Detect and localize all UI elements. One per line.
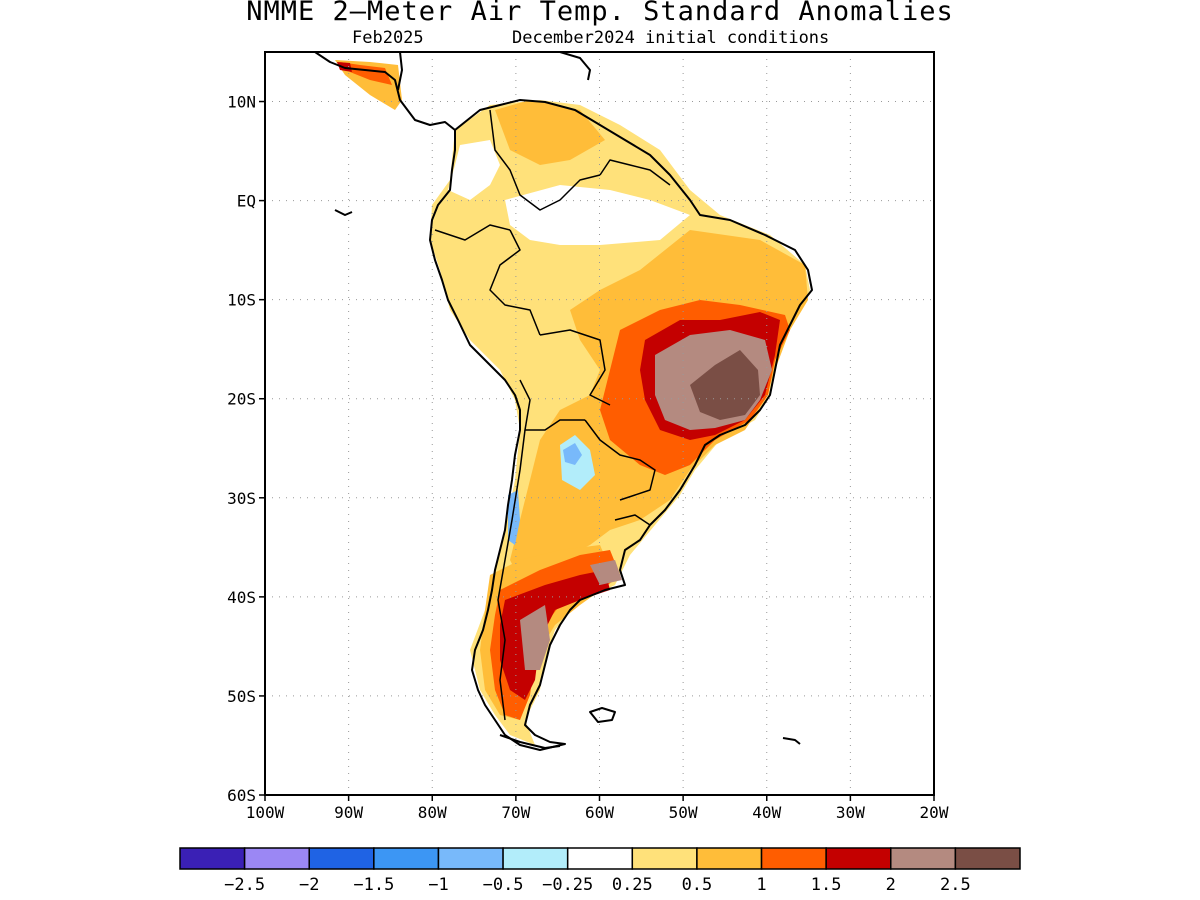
anomaly-region-25-plus-argentina: [590, 560, 622, 585]
colorbar-swatch: [890, 847, 957, 870]
colorbar-label: 1.5: [811, 875, 842, 895]
lon-label: 80W: [418, 803, 447, 822]
colorbar-label: −1.5: [353, 875, 394, 895]
country-borders: [434, 109, 671, 721]
border-argentina-chile: [497, 429, 526, 721]
central-america-coastline: [314, 52, 456, 131]
border-guianas: [599, 159, 671, 186]
colorbar-label: 2.5: [940, 875, 971, 895]
border-ecuador-peru: [434, 224, 511, 241]
central-america-north-coast: [397, 52, 403, 91]
lat-label: 10S: [227, 291, 256, 310]
forecast-month: Feb2025: [352, 28, 424, 48]
border-brazil-bolivia: [539, 329, 611, 406]
lon-label: 100W: [246, 803, 285, 822]
initial-conditions: December2024 initial conditions: [512, 28, 830, 48]
coastlines: [314, 52, 813, 751]
colorbar-swatch: [179, 847, 246, 870]
lat-lon-grid: [265, 52, 934, 795]
border-uruguay: [614, 514, 651, 541]
lat-label: EQ: [237, 192, 256, 211]
colorbar-swatch: [373, 847, 440, 870]
lat-label: 60S: [227, 786, 256, 805]
colorbar-swatch: [631, 847, 698, 870]
colorbar-swatch: [954, 847, 1021, 870]
cool-region-andes: [508, 490, 520, 545]
lat-label: 10N: [227, 93, 256, 112]
border-peru-brazil: [489, 229, 541, 336]
near-normal-colombia: [448, 140, 500, 200]
lat-label: 20S: [227, 390, 256, 409]
south-america-coastline: [429, 99, 813, 751]
lon-label: 30W: [836, 803, 865, 822]
border-paraguay: [584, 419, 656, 501]
lon-label: 60W: [585, 803, 614, 822]
colorbar-swatch: [696, 847, 763, 870]
colorbar-swatch: [437, 847, 504, 870]
border-colombia-venezuela: [489, 109, 601, 211]
colorbar-label: −0.25: [542, 875, 593, 895]
border-bolivia-chile: [519, 379, 585, 431]
lon-label: 70W: [501, 803, 530, 822]
anomaly-region-1-15: [495, 100, 605, 165]
colorbar-swatch: [825, 847, 892, 870]
colorbar-swatch: [566, 847, 634, 870]
chart-title: NMME 2—Meter Air Temp. Standard Anomalie…: [246, 0, 954, 27]
south-georgia: [782, 737, 801, 745]
lat-label: 40S: [227, 588, 256, 607]
colorbar-swatch: [760, 847, 827, 870]
colorbar-label: 0.25: [612, 875, 653, 895]
anomaly-region-25-plus-patagonia: [520, 605, 550, 670]
lon-label: 20W: [920, 803, 949, 822]
anomaly-shading: [335, 60, 810, 745]
colorbar-label: −2.5: [224, 875, 265, 895]
galapagos: [334, 209, 353, 216]
falklands: [589, 707, 616, 723]
colorbar-label: 2: [886, 875, 896, 895]
colorbar-swatch: [243, 847, 310, 870]
colorbar-label: −0.5: [483, 875, 524, 895]
anomaly-region-25-plus-core: [690, 350, 760, 420]
tierra-del-fuego: [499, 734, 561, 749]
cool-region-chaco-core: [563, 443, 582, 465]
colorbar-label: 1: [756, 875, 766, 895]
lon-label: 40W: [752, 803, 781, 822]
colorbar: −2.5 −2 −1.5 −1 −0.5 −0.25 0.25 0.5 1 1.5 2 2.5: [179, 847, 1021, 895]
lon-label: 90W: [334, 803, 363, 822]
colorbar-label: −2: [299, 875, 319, 895]
colorbar-swatch: [308, 847, 375, 870]
caribbean-islands: [559, 52, 591, 81]
near-normal-amazon: [505, 185, 690, 245]
lat-label: 50S: [227, 687, 256, 706]
anomaly-region-central-america-hot: [340, 62, 392, 85]
lon-label: 50W: [669, 803, 698, 822]
lat-label: 30S: [227, 489, 256, 508]
colorbar-label: −1: [428, 875, 448, 895]
colorbar-swatch: [502, 847, 569, 870]
colorbar-label: 0.5: [682, 875, 713, 895]
